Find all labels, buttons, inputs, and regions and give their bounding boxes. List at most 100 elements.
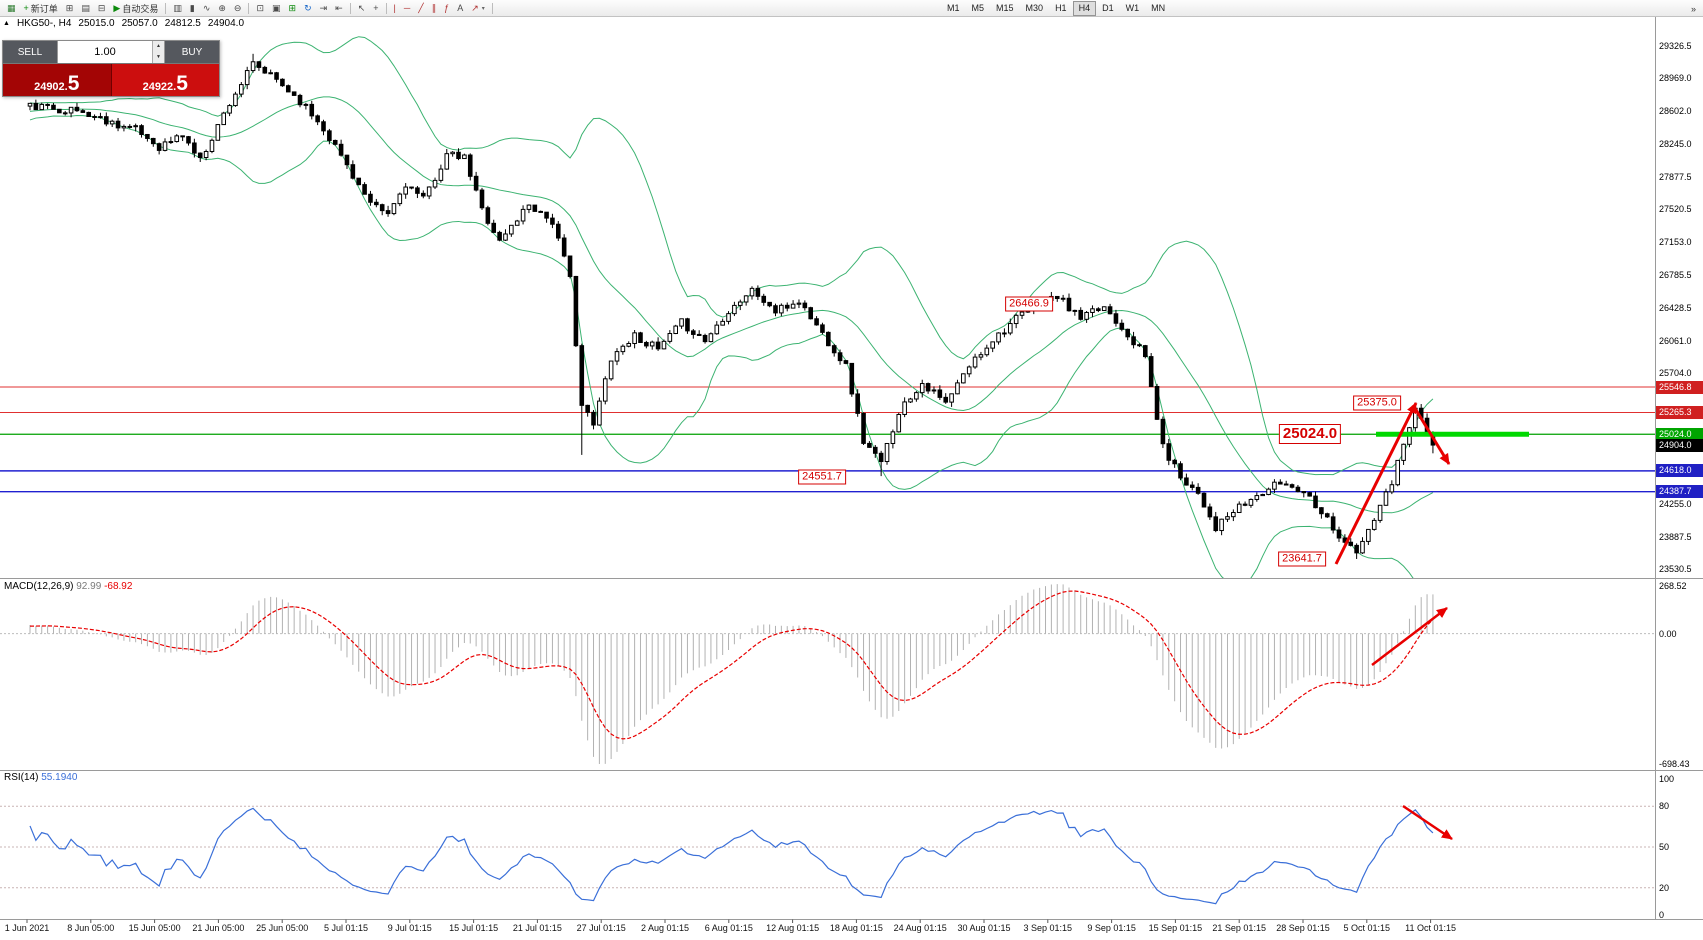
toolbar-auto-scroll[interactable]: ⇥ [316,0,332,16]
time-axis-label[interactable]: 30 Aug 01:15 [957,923,1011,933]
toolbar-vertical-line-tool[interactable]: | [390,0,400,16]
profiles-icon: ▤ [81,3,90,13]
price-label-25024.0[interactable]: 25024.0 [1278,424,1342,445]
toolbar-horizontal-line-tool[interactable]: ─ [400,0,414,16]
timeframe-mn[interactable]: MN [1151,3,1166,13]
price-label-25375.0[interactable]: 25375.0 [1353,395,1401,411]
horizontal-line-tool-icon: ─ [403,3,411,13]
time-axis-label[interactable]: 28 Sep 01:15 [1276,923,1330,933]
toolbar-refresh[interactable]: ↻ [300,0,316,16]
toolbar-fibonacci-tool[interactable]: ƒ [440,0,453,16]
sell-price-main: 24902. [34,81,68,93]
toolbar-terminal[interactable]: ⊟ [94,0,110,16]
time-axis-label[interactable]: 21 Jun 05:00 [192,923,245,933]
toolbar-cascade-windows[interactable]: ▣ [268,0,285,16]
annotation-arrow-4[interactable] [1402,804,1453,841]
toolbar-separator [165,2,167,14]
volume-up-button[interactable]: ▲ [153,41,164,52]
toolbar-arrows-tool[interactable]: ↗ ▾ [467,0,489,16]
toolbar-trendline-tool[interactable]: ╱ [414,0,427,16]
symbol-info-bar: ▲ HKG50-, H4 25015.0 25057.0 24812.5 249… [3,18,244,29]
time-axis-label[interactable]: 2 Aug 01:15 [640,923,690,933]
timeframe-m15[interactable]: M15 [996,3,1014,13]
bollinger-upper-band [29,36,1434,476]
timeframe-w1[interactable]: W1 [1125,3,1140,13]
price-label-23641.7[interactable]: 23641.7 [1278,551,1326,567]
toolbar-bar-chart-mode[interactable]: ▥ [169,0,186,16]
toolbar-new-chart[interactable]: ▦ [3,0,20,16]
time-axis-label[interactable]: 15 Jul 01:15 [449,923,499,933]
time-axis-label[interactable]: 6 Aug 01:15 [704,923,753,933]
bollinger-bands [29,36,1434,578]
toolbar-overflow[interactable]: » [1690,4,1696,14]
volume-down-button[interactable]: ▼ [153,52,164,63]
time-axis-label[interactable]: 21 Sep 01:15 [1212,923,1266,933]
toolbar-profiles[interactable]: ▤ [77,0,94,16]
time-axis-label[interactable]: 3 Sep 01:15 [1023,923,1073,933]
sell-price-box[interactable]: 24902. 5 [3,64,112,96]
new-chart-icon: ▦ [7,3,16,13]
buy-button[interactable]: BUY [165,41,219,63]
tile-windows-icon: ⊡ [256,3,264,13]
time-axis-label[interactable]: 9 Jul 01:15 [387,923,432,933]
toolbar-zoom-in[interactable]: ⊕ [214,0,230,16]
toolbar-line-chart-mode[interactable]: ∿ [199,0,215,16]
timeframe-m5[interactable]: M5 [971,3,985,13]
timeframe-d1[interactable]: D1 [1102,3,1114,13]
time-axis-label[interactable]: 1 Jun 2021 [4,923,50,933]
toolbar-text-tool[interactable]: A [453,0,467,16]
annotation-arrow-1[interactable] [1334,402,1418,565]
toolbar-new-window[interactable]: ⊞ [285,0,301,16]
buy-price-box[interactable]: 24922. 5 [111,64,219,96]
new-order-label: 新订单 [30,3,58,14]
crosshair-tool-icon: + [373,3,379,13]
time-axis-label[interactable]: 15 Sep 01:15 [1148,923,1203,933]
toolbar-new-order[interactable]: + 新订单 [20,0,62,16]
annotation-arrow-3[interactable] [1371,607,1448,666]
volume-field[interactable]: 1.00 ▲ ▼ [57,41,165,63]
toolbar-candle-chart-mode[interactable]: ▮ [186,0,199,16]
timeframe-h1[interactable]: H1 [1055,3,1067,13]
toolbar-chart-shift[interactable]: ⇤ [331,0,347,16]
toolbar-channel-tool[interactable]: ∥ [428,0,441,16]
price-axis-label: 23887.5 [1659,531,1692,542]
rsi-axis-20: 20 [1659,882,1670,893]
timeframe-m30[interactable]: M30 [1025,3,1044,13]
time-axis-label[interactable]: 27 Jul 01:15 [576,923,626,933]
time-axis-label[interactable]: 18 Aug 01:15 [829,923,883,933]
annotation-arrow-2[interactable] [1411,404,1451,465]
toolbar-tile-windows[interactable]: ⊡ [252,0,268,16]
toolbar-auto-trading[interactable]: ▶ 自动交易 [109,0,162,16]
time-axis-label[interactable]: 24 Aug 01:15 [893,923,947,933]
sell-button[interactable]: SELL [3,41,57,63]
time-axis-label[interactable]: 15 Jun 05:00 [128,923,181,933]
zoom-in-icon: ⊕ [218,3,226,13]
volume-value[interactable]: 1.00 [94,46,116,58]
arrows-tool-dropdown-icon[interactable]: ▾ [481,5,485,12]
cursor-tool-icon: ↖ [357,3,366,13]
time-axis-label[interactable]: 9 Sep 01:15 [1087,923,1136,933]
timeframe-h4[interactable]: H4 [1072,1,1097,16]
rsi-value: 55.1940 [41,772,78,783]
time-axis-label[interactable]: 12 Aug 01:15 [766,923,820,933]
price-label-26466.9[interactable]: 26466.9 [1005,296,1053,312]
time-axis-label[interactable]: 25 Jun 05:00 [256,923,309,933]
symbol-period-label: HKG50-, H4 [16,18,72,29]
price-tag-24387.7: 24387.7 [1656,485,1703,499]
price-label-24551.7[interactable]: 24551.7 [798,469,846,485]
toolbar-chart-windows[interactable]: ⊞ [62,0,78,16]
toolbar-crosshair-tool[interactable]: + [369,0,382,16]
time-axis-label[interactable]: 21 Jul 01:15 [512,923,562,933]
time-axis-label[interactable]: 11 Oct 01:15 [1405,923,1457,933]
time-axis-label[interactable]: 5 Oct 01:15 [1343,923,1391,933]
timeframe-m1[interactable]: M1 [947,3,960,13]
toolbar-zoom-out[interactable]: ⊖ [230,0,246,16]
one-click-toggle-icon[interactable]: ▲ [3,20,10,27]
time-axis-label[interactable]: 5 Jul 01:15 [323,923,369,933]
macd-signal-line [29,590,1434,740]
toolbar-cursor-tool[interactable]: ↖ [354,0,370,16]
time-axis-label[interactable]: 8 Jun 05:00 [67,923,115,933]
price-tag-25024.0: 25024.0 [1656,427,1703,441]
